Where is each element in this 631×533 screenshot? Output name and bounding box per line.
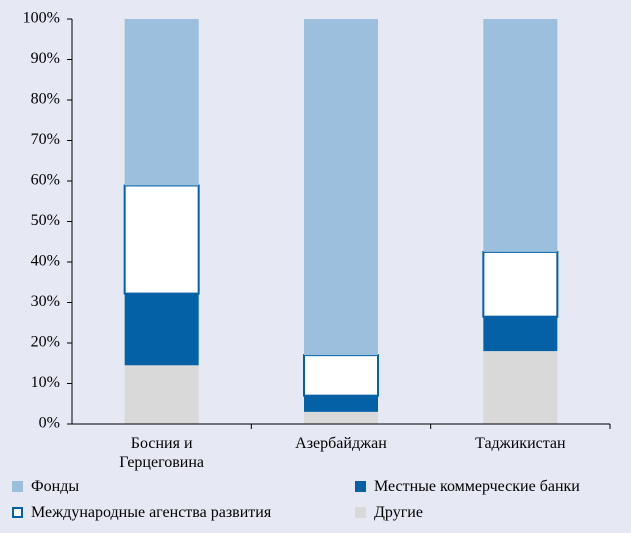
- bar-segment: [304, 395, 378, 412]
- y-tick-label: 10%: [31, 374, 60, 391]
- x-tick-label: Азербайджан: [295, 435, 387, 452]
- y-tick-label: 20%: [31, 334, 60, 351]
- legend-item: Местные коммерческие банки: [355, 478, 580, 496]
- bar-segment: [304, 411, 378, 424]
- legend-label: Другие: [374, 504, 423, 521]
- y-tick-label: 70%: [31, 131, 60, 148]
- legend-swatch: [12, 507, 23, 518]
- bar-segment: [303, 354, 379, 397]
- bar-segment: [482, 250, 559, 318]
- bar-segment: [124, 293, 199, 366]
- y-tick-label: 100%: [23, 10, 60, 27]
- legend-item: Фонды: [12, 478, 79, 496]
- bar-segment: [483, 351, 558, 424]
- legend-label: Местные коммерческие банки: [374, 478, 580, 495]
- legend-label: Фонды: [31, 478, 80, 495]
- y-tick-label: 50%: [31, 212, 60, 229]
- bar-segment: [483, 19, 558, 252]
- legend-swatch: [355, 507, 366, 518]
- x-tick-label: Босния и Герцеговина: [119, 435, 205, 471]
- y-tick-label: 0%: [39, 415, 60, 432]
- bar-segment: [304, 19, 378, 356]
- bar-segment: [124, 365, 199, 424]
- y-tick-label: 30%: [31, 293, 60, 310]
- y-tick-label: 40%: [31, 253, 60, 270]
- bar-segment: [124, 19, 199, 186]
- legend-label: Международные агенства развития: [31, 504, 272, 521]
- legend-swatch: [12, 481, 23, 492]
- legend-item: Международные агенства развития: [12, 504, 271, 522]
- y-tick-label: 90%: [31, 50, 60, 67]
- legend-swatch: [355, 481, 366, 492]
- x-tick-label: Таджикистан: [475, 435, 566, 452]
- bar-segment: [123, 184, 200, 295]
- y-tick-label: 80%: [31, 91, 60, 108]
- y-tick-label: 60%: [31, 172, 60, 189]
- legend-item: Другие: [355, 504, 423, 522]
- bar-segment: [483, 316, 558, 352]
